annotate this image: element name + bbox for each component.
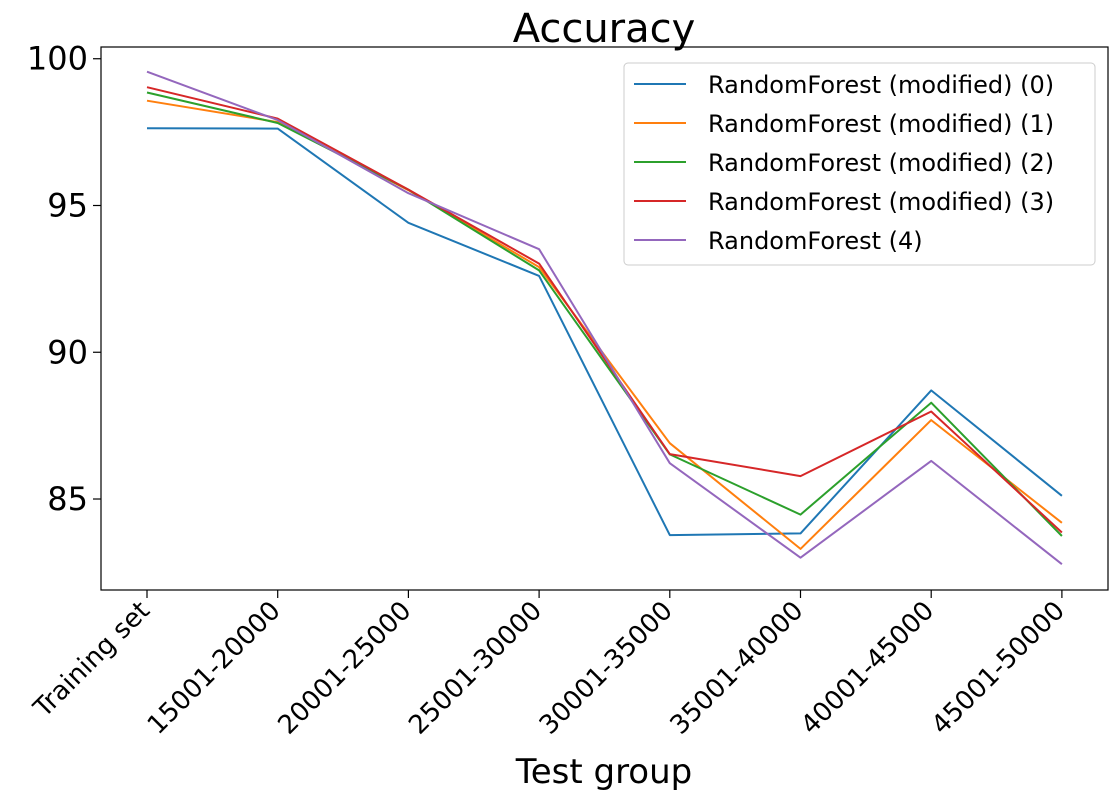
chart-title: Accuracy [513,6,696,52]
y-tick-label: 85 [47,480,88,518]
series-lines [146,70,1063,565]
legend-box [623,62,1096,266]
x-axis-label: Test group [515,752,693,792]
series-line [146,70,1063,565]
legend-entry-label: RandomForest (modified) (1) [708,110,1054,138]
legend-entry-label: RandomForest (modified) (2) [708,149,1054,177]
y-axis-ticks: 85 90 95 100 [27,40,101,518]
legend: RandomForest (modified) (0) RandomForest … [623,62,1096,266]
legend-entry-label: RandomForest (modified) (3) [708,188,1054,216]
legend-entry-label: RandomForest (modified) (0) [708,71,1054,99]
plot-area-frame [100,46,1109,591]
series-line [146,127,1063,537]
y-tick-label: 100 [27,40,88,78]
y-tick-label: 95 [47,186,88,224]
y-tick-label: 90 [47,333,88,371]
legend-entry-label: RandomForest (4) [708,227,923,255]
series-line [146,86,1063,534]
